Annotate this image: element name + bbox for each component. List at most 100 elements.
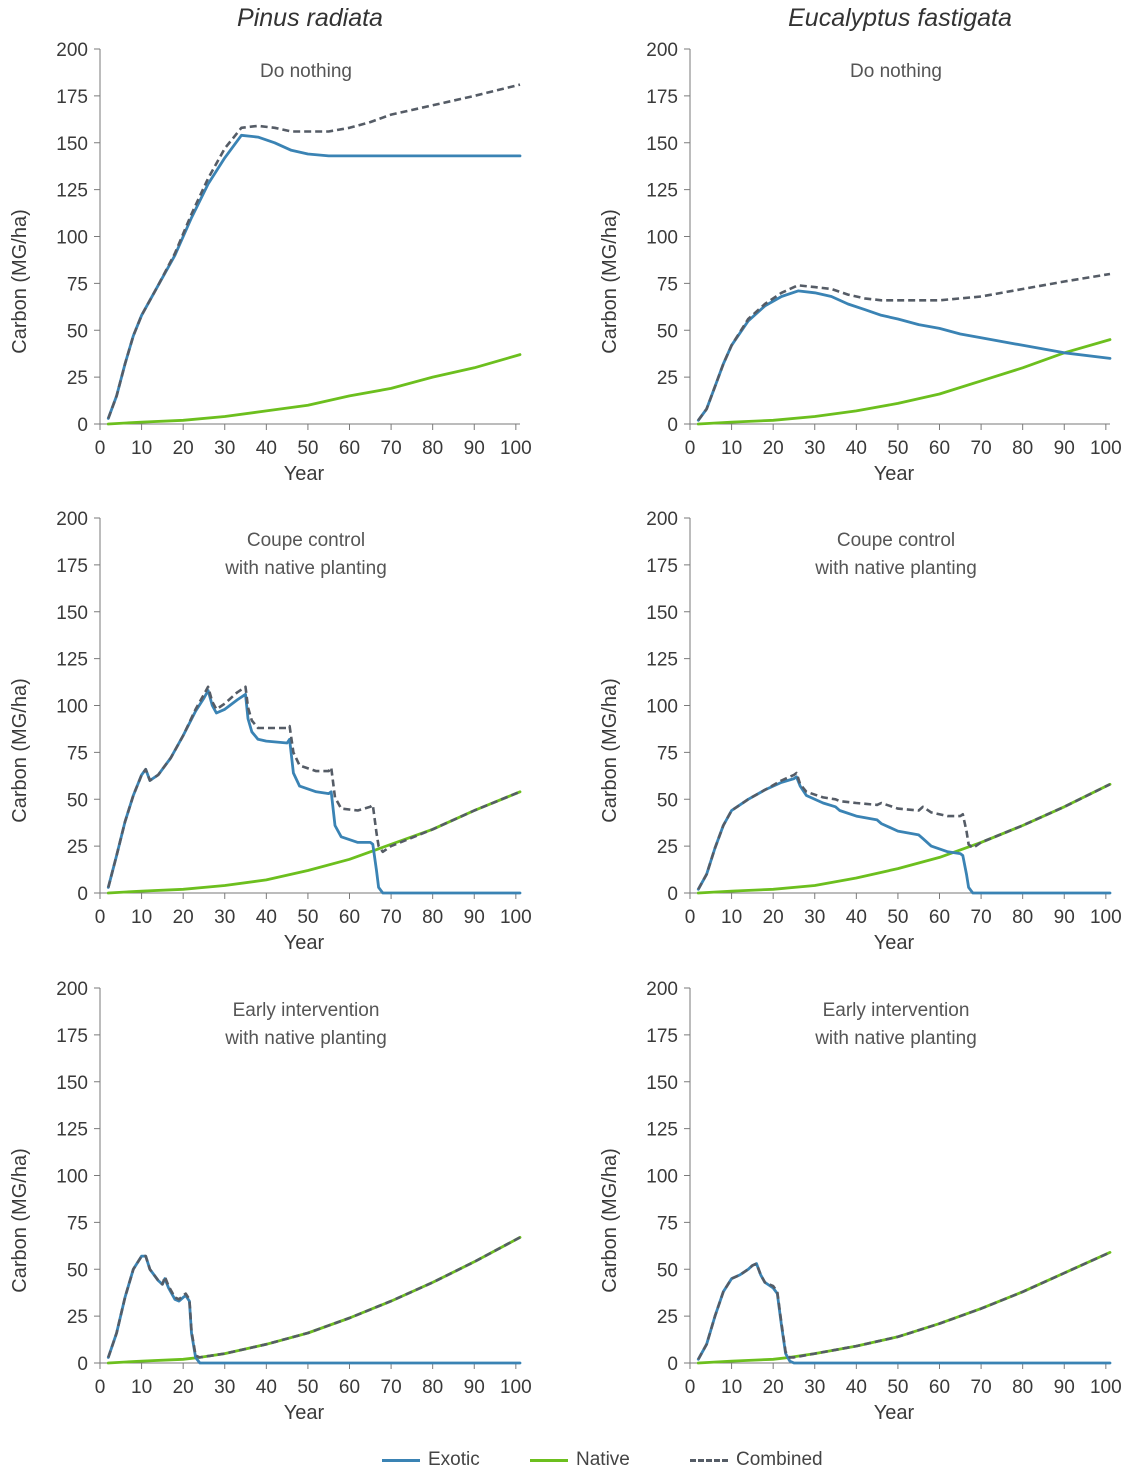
panel-title-line: Early intervention xyxy=(823,1000,970,1021)
legend-label-exotic: Exotic xyxy=(428,1449,480,1470)
y-axis-label: Carbon (MG/ha) xyxy=(9,1148,31,1293)
x-tick-label: 60 xyxy=(929,907,950,928)
y-axis-label: Carbon (MG/ha) xyxy=(599,678,621,823)
y-tick-label: 75 xyxy=(657,1213,678,1234)
y-tick-label: 125 xyxy=(646,650,678,671)
series-line-combined xyxy=(107,1236,521,1359)
x-tick-label: 100 xyxy=(1090,438,1122,459)
panel-title-line: Do nothing xyxy=(850,61,942,82)
x-tick-label: 80 xyxy=(1012,907,1033,928)
x-tick-label: 40 xyxy=(846,438,867,459)
y-tick-label: 100 xyxy=(56,1167,88,1188)
series-line-exotic xyxy=(696,775,1112,895)
x-tick-label: 0 xyxy=(95,438,106,459)
x-tick-label: 40 xyxy=(846,907,867,928)
x-tick-label: 100 xyxy=(1090,1377,1122,1398)
y-tick-label: 200 xyxy=(646,509,678,530)
x-axis-label: Year xyxy=(874,1402,915,1424)
series-line-combined xyxy=(107,83,521,419)
panel-title-line: with native planting xyxy=(224,1028,387,1049)
x-tick-label: 90 xyxy=(1054,907,1075,928)
y-tick-label: 25 xyxy=(657,368,678,389)
panel-pinus-early-intervention: 0 25 50 75 100 125 150 175 200 0 10 20 30 40 50 60 70 80 9… xyxy=(9,979,532,1424)
series-line-exotic xyxy=(106,133,522,420)
panel-title-line: Early intervention xyxy=(233,1000,380,1021)
y-tick-label: 100 xyxy=(646,228,678,249)
column-title-eucalyptus: Eucalyptus fastigata xyxy=(788,4,1012,32)
x-tick-label: 50 xyxy=(297,907,318,928)
x-tick-label: 50 xyxy=(887,438,908,459)
series-line-native xyxy=(106,790,522,895)
legend-item-exotic: Exotic xyxy=(382,1448,480,1472)
x-tick-label: 60 xyxy=(339,1377,360,1398)
x-tick-label: 40 xyxy=(256,1377,277,1398)
y-tick-label: 25 xyxy=(67,1307,88,1328)
x-tick-label: 20 xyxy=(173,438,194,459)
y-axis-label: Carbon (MG/ha) xyxy=(599,1148,621,1293)
x-axis-label: Year xyxy=(284,1402,325,1424)
series-line-exotic xyxy=(106,1254,522,1365)
x-tick-label: 10 xyxy=(721,1377,742,1398)
y-tick-label: 125 xyxy=(56,1120,88,1141)
y-tick-label: 50 xyxy=(657,1260,678,1281)
x-tick-label: 40 xyxy=(256,438,277,459)
x-tick-label: 0 xyxy=(685,1377,696,1398)
x-tick-label: 100 xyxy=(1090,907,1122,928)
y-tick-label: 175 xyxy=(646,87,678,108)
x-tick-label: 50 xyxy=(887,1377,908,1398)
y-tick-label: 0 xyxy=(667,884,678,905)
x-tick-label: 100 xyxy=(500,438,532,459)
x-tick-label: 0 xyxy=(685,438,696,459)
y-tick-label: 0 xyxy=(77,415,88,436)
y-tick-label: 75 xyxy=(657,743,678,764)
x-tick-label: 20 xyxy=(173,1377,194,1398)
x-tick-label: 0 xyxy=(95,1377,106,1398)
x-tick-label: 60 xyxy=(929,1377,950,1398)
y-tick-label: 0 xyxy=(667,1354,678,1375)
panel-eucalyptus-early-intervention: 0 25 50 75 100 125 150 175 200 0 10 20 30 40 50 60 70 80 9… xyxy=(599,979,1122,1424)
x-tick-label: 70 xyxy=(381,907,402,928)
panel-title-line: Coupe control xyxy=(837,530,955,551)
legend-label-combined: Combined xyxy=(736,1449,823,1470)
y-tick-label: 125 xyxy=(56,181,88,202)
series-line-combined xyxy=(697,771,1111,890)
y-tick-label: 125 xyxy=(56,650,88,671)
y-tick-label: 50 xyxy=(67,1260,88,1281)
x-tick-label: 90 xyxy=(1054,438,1075,459)
y-tick-label: 100 xyxy=(646,697,678,718)
series-line-native xyxy=(696,1251,1112,1365)
series-line-native xyxy=(106,1236,522,1365)
series-line-exotic xyxy=(696,1262,1112,1365)
series-line-native xyxy=(696,338,1112,426)
x-axis-label: Year xyxy=(874,463,915,485)
x-tick-label: 20 xyxy=(763,907,784,928)
legend-swatch-exotic xyxy=(382,1458,420,1462)
x-tick-label: 70 xyxy=(381,438,402,459)
x-tick-label: 80 xyxy=(1012,438,1033,459)
y-tick-label: 25 xyxy=(67,368,88,389)
y-tick-label: 100 xyxy=(56,697,88,718)
x-tick-label: 10 xyxy=(721,438,742,459)
y-tick-label: 125 xyxy=(646,181,678,202)
y-tick-label: 200 xyxy=(56,509,88,530)
y-tick-label: 50 xyxy=(67,321,88,342)
y-tick-label: 175 xyxy=(646,1026,678,1047)
legend-item-combined: Combined xyxy=(690,1448,823,1472)
x-tick-label: 90 xyxy=(464,1377,485,1398)
x-tick-label: 60 xyxy=(339,907,360,928)
x-tick-label: 0 xyxy=(95,907,106,928)
y-tick-label: 200 xyxy=(646,979,678,1000)
panel-pinus-coupe-control: 0 25 50 75 100 125 150 175 200 0 10 20 30 40 50 60 70 80 9… xyxy=(9,509,532,954)
x-tick-label: 70 xyxy=(971,438,992,459)
y-axis-label: Carbon (MG/ha) xyxy=(9,678,31,823)
y-tick-label: 150 xyxy=(56,134,88,155)
y-tick-label: 75 xyxy=(67,274,88,295)
y-tick-label: 50 xyxy=(657,321,678,342)
panel-title-line: Do nothing xyxy=(260,61,352,82)
x-axis-label: Year xyxy=(284,463,325,485)
series-line-combined xyxy=(697,1251,1111,1360)
y-tick-label: 150 xyxy=(56,603,88,624)
x-tick-label: 80 xyxy=(1012,1377,1033,1398)
panel-title-line: with native planting xyxy=(814,558,977,579)
y-tick-label: 175 xyxy=(56,1026,88,1047)
